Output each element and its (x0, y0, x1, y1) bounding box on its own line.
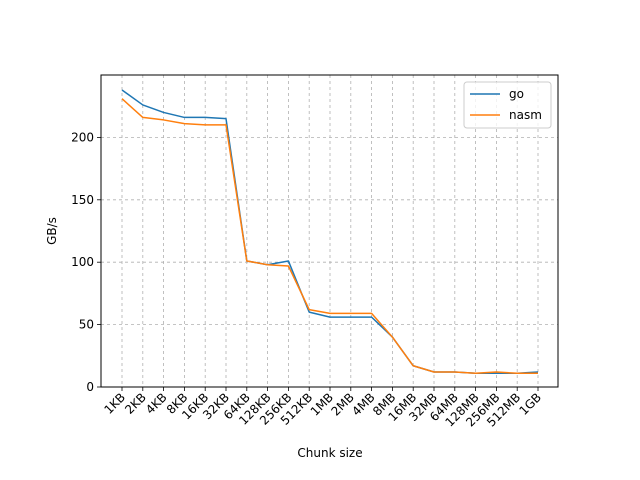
legend: go nasm (463, 81, 552, 129)
y-axis-label: GB/s (45, 217, 59, 245)
x-axis-label: Chunk size (297, 446, 362, 460)
series-lines (121, 89, 539, 375)
plot-frame (100, 74, 559, 388)
series-line-nasm (121, 98, 538, 375)
y-axis-ticks: 0 50 100 150 200 (71, 130, 101, 394)
y-tick-label: 200 (71, 130, 94, 144)
y-tick-label: 50 (79, 318, 94, 332)
y-tick-label: 150 (71, 193, 94, 207)
legend-label-go: go (509, 87, 524, 101)
legend-label-nasm: nasm (509, 108, 542, 122)
y-tick-label: 0 (86, 380, 94, 394)
y-tick-label: 100 (71, 255, 94, 269)
